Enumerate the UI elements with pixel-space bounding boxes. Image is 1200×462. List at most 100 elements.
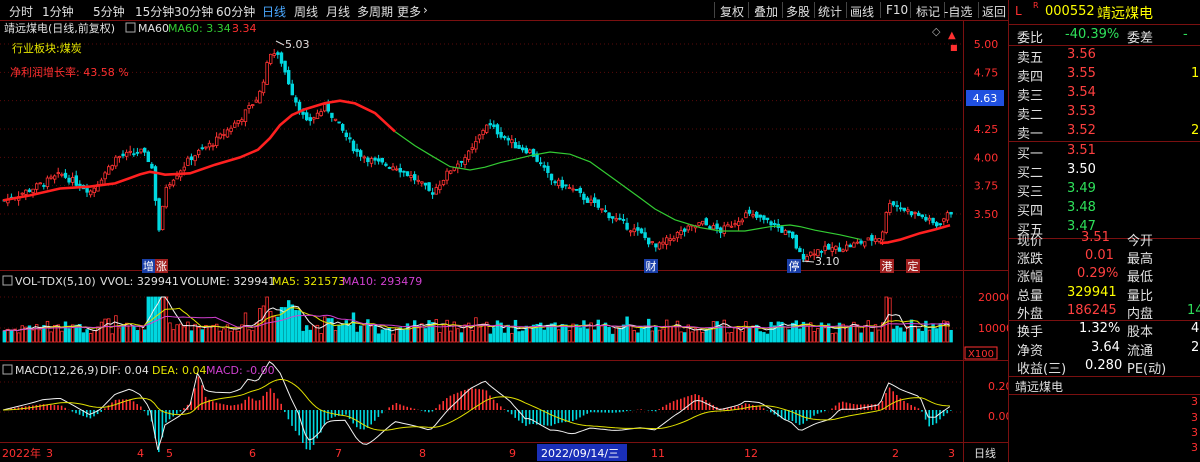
period-tab-1min[interactable]: 1分钟: [42, 5, 74, 19]
adjust-button[interactable]: 复权: [720, 5, 745, 19]
candle-body: [668, 238, 672, 241]
candle-body: [488, 123, 492, 126]
period-tab-more[interactable]: 更多: [397, 5, 422, 19]
candle-body: [780, 226, 784, 233]
ma-toggle-label[interactable]: MA60: [138, 22, 169, 35]
marker-box-zhang[interactable]: [155, 259, 168, 273]
bid-row-2[interactable]: 买二 3.50: [1009, 161, 1200, 181]
ask-row-1[interactable]: 卖一 3.52 2: [1009, 122, 1200, 142]
candle-body: [71, 177, 75, 183]
marker-box-ding[interactable]: [906, 259, 920, 273]
period-tab-5min[interactable]: 5分钟: [93, 5, 125, 19]
volume-bar: [178, 323, 183, 343]
volume-bar: [618, 328, 622, 343]
marker-box-ting[interactable]: [787, 259, 801, 273]
ask-row-2[interactable]: 卖二 3.53: [1009, 103, 1200, 123]
period-tab-60min[interactable]: 60分钟: [216, 5, 256, 19]
candle-body: [369, 158, 374, 164]
marker-box-cai[interactable]: [644, 259, 658, 273]
volume-bar: [765, 333, 770, 343]
ask-row-3[interactable]: 卖三 3.54: [1009, 84, 1200, 104]
volume-bar: [132, 325, 136, 343]
statistics-button[interactable]: 统计: [818, 5, 843, 19]
candle-body: [312, 117, 316, 120]
overlay-button[interactable]: 叠加: [754, 5, 779, 19]
macd-toggle-checkbox[interactable]: [2, 364, 13, 375]
period-tab-multi[interactable]: 多周期: [357, 5, 394, 19]
period-tab-daily[interactable]: 日线: [262, 5, 287, 19]
marker-cai[interactable]: 财: [646, 259, 657, 273]
period-tab-30min[interactable]: 30分钟: [174, 5, 214, 19]
macd-dea: DEA: 0.04: [152, 364, 206, 377]
add-favorite-button[interactable]: -自选: [944, 5, 973, 19]
candle-body: [438, 184, 442, 191]
volume-bar: [495, 320, 500, 343]
time-label-4: 4: [137, 447, 144, 460]
ma-toggle-checkbox[interactable]: [125, 22, 136, 33]
diamond-icon[interactable]: ◇: [932, 25, 941, 38]
volume-bar: [783, 326, 788, 343]
marker-box-zeng[interactable]: [142, 259, 155, 273]
volume-bar: [45, 320, 50, 343]
marker-ting[interactable]: 停: [789, 259, 800, 273]
marker-ding[interactable]: 定: [908, 259, 919, 273]
period-tab-15min[interactable]: 15分钟: [135, 5, 175, 19]
bid-row-4[interactable]: 买四 3.48: [1009, 199, 1200, 219]
price-tick: 3.75: [974, 180, 999, 193]
back-button[interactable]: 返回: [982, 5, 1007, 19]
candle-body: [618, 217, 622, 220]
draw-line-button[interactable]: 画线: [850, 5, 875, 19]
bid-row-3[interactable]: 买三 3.49: [1009, 180, 1200, 200]
f10-button[interactable]: F10: [886, 3, 909, 17]
kline-chart-area[interactable]: 靖远煤电(日线,前复权) MA60 MA60: 3.34 3.34 · 行业板块…: [0, 21, 1013, 462]
candle-body: [859, 240, 863, 244]
candle-body: [229, 127, 233, 132]
candle-body: [805, 256, 809, 262]
period-tab-monthly[interactable]: 月线: [326, 5, 351, 19]
candle-body: [466, 150, 471, 160]
mini-chart[interactable]: 3 3 3 3: [1009, 395, 1200, 462]
volume-unit-box: [964, 346, 998, 360]
candle-body: [67, 177, 71, 183]
bid-row-1[interactable]: 买一 3.51: [1009, 142, 1200, 162]
bid-row-5[interactable]: 买五 3.47: [1009, 218, 1200, 238]
ask-row-4[interactable]: 卖四 3.55 1: [1009, 65, 1200, 85]
candle-body: [560, 179, 564, 188]
current-price-box: [966, 90, 1004, 106]
volume-bar: [297, 310, 302, 343]
volume-bar: [402, 329, 406, 343]
marker-zeng[interactable]: 增: [143, 259, 154, 273]
multi-stock-button[interactable]: 多股: [786, 5, 811, 19]
volume-bar: [110, 333, 114, 343]
marker-box-gang[interactable]: [880, 259, 894, 273]
volume-bar: [744, 321, 748, 343]
mark-button[interactable]: 标记: [916, 5, 941, 19]
candle-body: [484, 124, 489, 133]
volume-bar: [398, 327, 402, 343]
volume-bars: [2, 296, 953, 343]
collapse-arrow-icon[interactable]: ▲: [948, 30, 956, 41]
bid-label: 买一: [1017, 147, 1044, 162]
mini-chart-title: 靖远煤电: [1015, 380, 1064, 394]
volume-toggle-checkbox[interactable]: [2, 275, 13, 286]
period-indicator[interactable]: 日线: [974, 446, 996, 460]
candle-body: [927, 217, 932, 221]
candle-body: [654, 243, 658, 248]
logo-l-icon: L: [1015, 4, 1022, 18]
period-tab-fenshi[interactable]: 分时: [9, 5, 34, 19]
candle-body: [744, 212, 748, 219]
candle-body: [492, 124, 496, 128]
candle-body: [502, 136, 507, 139]
candle-body: [585, 197, 590, 203]
candle-body: [470, 147, 474, 150]
candle-body: [629, 230, 633, 233]
marker-zhang[interactable]: 涨: [156, 260, 167, 273]
candle-body: [153, 166, 158, 201]
candle-body: [697, 222, 701, 226]
marker-gang[interactable]: 港: [882, 260, 893, 273]
volume-tick-20000: 20000: [978, 291, 1008, 304]
period-tab-weekly[interactable]: 周线: [294, 5, 319, 19]
volume-bar: [870, 331, 874, 343]
more-chevron-icon[interactable]: ›: [423, 3, 428, 17]
ask-row-5[interactable]: 卖五 3.56: [1009, 46, 1200, 66]
